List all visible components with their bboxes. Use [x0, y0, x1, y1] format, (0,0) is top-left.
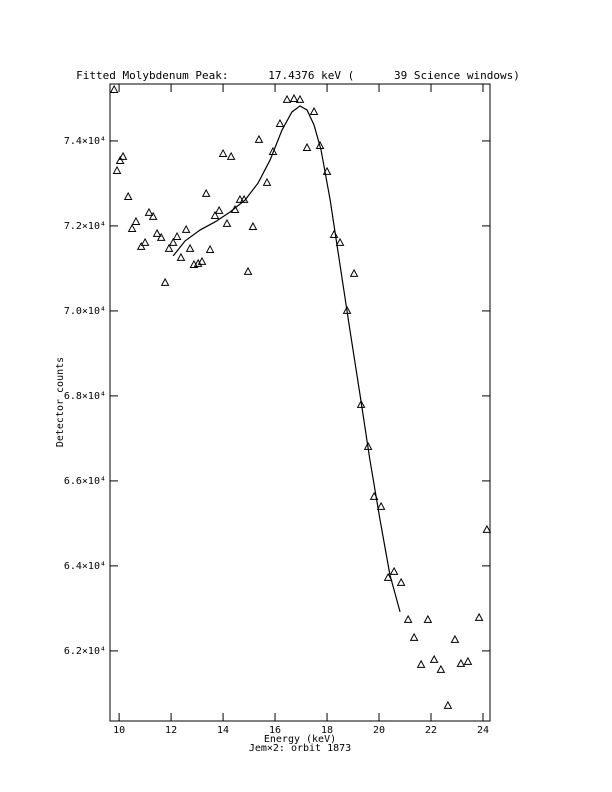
subtitle: Jem×2: orbit 1873 [249, 743, 351, 754]
data-point [112, 165, 122, 174]
data-point [193, 258, 203, 267]
data-point [181, 224, 191, 233]
y-tick-label: 6.8×10⁴ [64, 391, 106, 402]
data-point [474, 612, 484, 621]
data-point [201, 188, 211, 197]
data-point [235, 194, 245, 203]
data-point [172, 231, 182, 240]
data-point [214, 205, 224, 214]
data-point [168, 237, 178, 246]
data-point [222, 218, 232, 227]
data-point [127, 223, 137, 232]
data-point [140, 237, 150, 246]
data-point [463, 656, 473, 665]
data-point [302, 142, 312, 151]
data-point [409, 632, 419, 641]
data-point [254, 134, 264, 143]
data-point [456, 658, 466, 667]
data-point [115, 155, 125, 164]
x-tick-label: 14 [217, 725, 229, 736]
data-point [349, 268, 359, 277]
data-point [148, 211, 158, 220]
y-tick-label: 7.0×10⁴ [64, 306, 106, 317]
x-tick-label: 20 [373, 725, 385, 736]
data-point [262, 177, 272, 186]
x-tick-label: 24 [477, 725, 489, 736]
data-point [226, 151, 236, 160]
data-point [218, 148, 228, 157]
data-point [423, 614, 433, 623]
data-point [160, 277, 170, 286]
data-point [176, 252, 186, 261]
data-point [396, 577, 406, 586]
data-point [210, 210, 220, 219]
data-point [136, 241, 146, 250]
data-point [335, 237, 345, 246]
data-point [205, 244, 215, 253]
plot-frame [109, 83, 491, 722]
x-tick-label: 16 [269, 725, 281, 736]
x-tick-label: 10 [113, 725, 125, 736]
data-point [429, 654, 439, 663]
y-tick-label: 7.2×10⁴ [64, 221, 106, 232]
data-point [248, 221, 258, 230]
chart-title: Fitted Molybdenum Peak: 17.4376 keV ( 39… [76, 69, 520, 82]
data-point [482, 524, 492, 533]
data-point [156, 232, 166, 241]
y-axis-label: Detector counts [55, 357, 66, 447]
data-point [376, 501, 386, 510]
data-point [403, 614, 413, 623]
data-point [282, 94, 292, 103]
data-point [152, 228, 162, 237]
x-tick-label: 18 [321, 725, 333, 736]
data-point [197, 256, 207, 265]
data-point [109, 84, 119, 93]
y-tick-label: 7.4×10⁴ [64, 136, 106, 147]
data-point [356, 399, 366, 408]
data-point [309, 106, 319, 115]
x-axis-label: Energy (keV) [264, 734, 336, 745]
data-point [144, 207, 154, 216]
y-tick-label: 6.6×10⁴ [64, 476, 106, 487]
data-point [289, 93, 299, 102]
data-point [295, 94, 305, 103]
data-point [243, 266, 253, 275]
data-point [118, 151, 128, 160]
data-point [185, 243, 195, 252]
data-point [450, 634, 460, 643]
data-point [416, 659, 426, 668]
data-point [164, 243, 174, 252]
data-point [123, 191, 133, 200]
data-point [389, 566, 399, 575]
x-tick-label: 22 [425, 725, 437, 736]
y-tick-label: 6.2×10⁴ [64, 646, 106, 657]
data-point [131, 216, 141, 225]
y-tick-label: 6.4×10⁴ [64, 561, 106, 572]
data-point [268, 146, 278, 155]
x-tick-label: 12 [165, 725, 177, 736]
data-point [436, 664, 446, 673]
fit-line [172, 105, 401, 613]
data-point [383, 572, 393, 581]
data-point [443, 700, 453, 709]
data-point [275, 118, 285, 127]
